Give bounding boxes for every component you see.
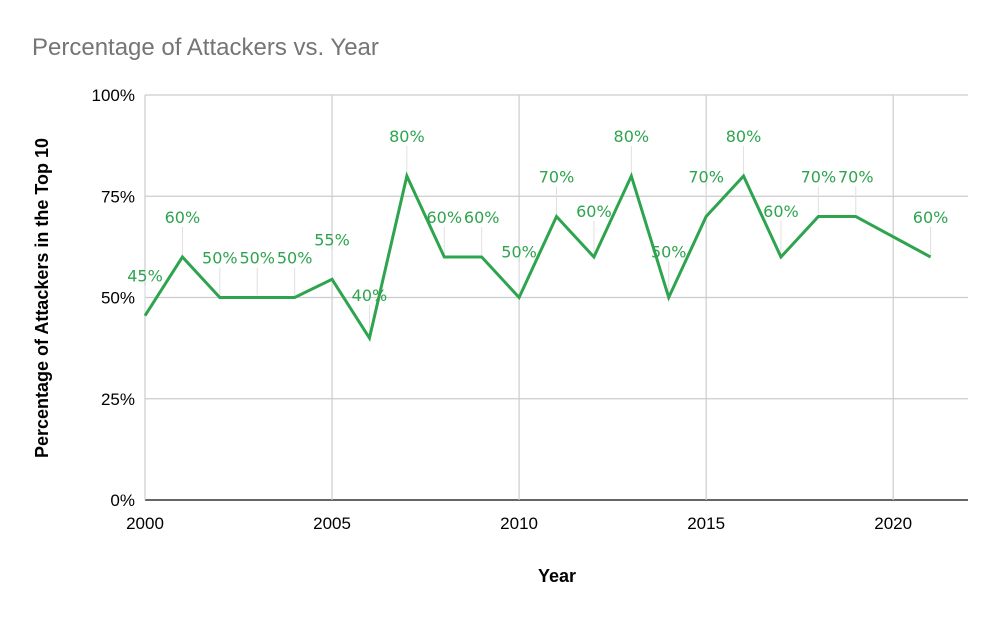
x-tick-label: 2020 — [874, 514, 912, 533]
data-label: 60% — [165, 208, 201, 227]
x-tick-label: 2010 — [500, 514, 538, 533]
y-tick-label: 75% — [101, 187, 135, 206]
data-label: 60% — [576, 202, 612, 221]
data-label: 50% — [277, 249, 313, 268]
data-label: 70% — [838, 168, 874, 187]
data-labels: 45%60%50% 50% 50%55%40%80%60% 60%50%70%60%8… — [127, 127, 948, 305]
data-label: 50% — [239, 249, 275, 268]
y-tick-label: 25% — [101, 390, 135, 409]
data-label: 80% — [614, 127, 650, 146]
series-line-layer — [143, 171, 932, 342]
axis-ticks: 0% 25% 50% 75% 100% 2000 2005 2010 2015 2020 — [92, 86, 913, 533]
y-tick-label: 50% — [101, 289, 135, 308]
data-label: 70% — [688, 168, 724, 187]
x-axis-label: Year — [538, 566, 576, 586]
y-axis-label: Percentage of Attackers in the Top 10 — [32, 138, 52, 458]
data-label: 60% — [763, 202, 799, 221]
x-tick-label: 2005 — [313, 514, 351, 533]
data-label: 45% — [127, 267, 163, 286]
data-label: 40% — [352, 286, 388, 305]
series-line — [143, 171, 932, 342]
data-label: 80% — [389, 127, 425, 146]
data-label: 60% — [426, 208, 462, 227]
chart-title: Percentage of Attackers vs. Year — [32, 34, 379, 61]
data-label: 60% — [464, 208, 500, 227]
data-label: 50% — [651, 243, 687, 262]
data-label: 50% — [501, 243, 537, 262]
data-label: 55% — [314, 230, 350, 249]
data-label: 60% — [913, 208, 949, 227]
data-label: 80% — [726, 127, 762, 146]
data-label: 50% — [202, 249, 238, 268]
label-leaders — [144, 146, 932, 336]
x-tick-label: 2000 — [126, 514, 164, 533]
data-label: 70% — [539, 168, 575, 187]
y-tick-label: 0% — [110, 491, 135, 510]
y-tick-label: 100% — [92, 86, 135, 105]
x-tick-label: 2015 — [687, 514, 725, 533]
data-label: 70% — [801, 168, 837, 187]
